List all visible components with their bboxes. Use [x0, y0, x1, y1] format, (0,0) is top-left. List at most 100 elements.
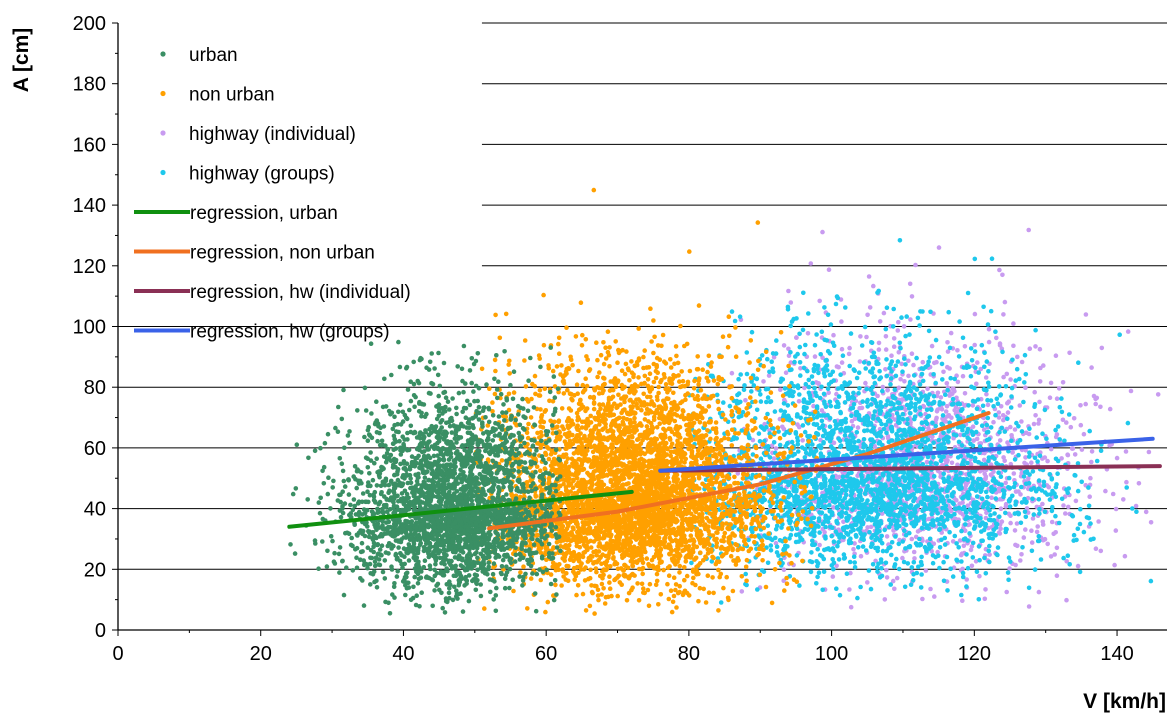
data-point [1044, 436, 1049, 441]
data-point [1096, 519, 1101, 524]
data-point [855, 430, 860, 435]
data-point [796, 386, 801, 391]
data-point [825, 363, 830, 368]
data-point [881, 473, 886, 478]
data-point [860, 478, 865, 483]
data-point [821, 504, 826, 509]
data-point [810, 374, 815, 379]
data-point [862, 437, 867, 442]
data-point [526, 422, 531, 427]
data-point [820, 408, 825, 413]
data-point [863, 381, 868, 386]
data-point [1144, 510, 1149, 515]
data-point [1050, 476, 1055, 481]
data-point [989, 443, 994, 448]
data-point [1038, 347, 1043, 352]
data-point [915, 387, 920, 392]
data-point [946, 310, 951, 315]
data-point [791, 317, 796, 322]
data-point [917, 537, 922, 542]
data-point [981, 404, 986, 409]
data-point [926, 401, 931, 406]
data-point [766, 387, 771, 392]
data-point [899, 457, 904, 462]
data-point [1019, 419, 1024, 424]
data-point [925, 407, 930, 412]
data-point [921, 360, 926, 365]
data-point [746, 402, 751, 407]
data-point [1002, 459, 1007, 464]
data-point [830, 525, 835, 530]
data-point [911, 572, 916, 577]
data-point [1088, 476, 1093, 481]
data-point [975, 506, 980, 511]
data-point [921, 493, 926, 498]
data-point [835, 364, 840, 369]
data-point [976, 370, 981, 375]
data-point [898, 238, 903, 243]
data-point [890, 359, 895, 364]
data-point [864, 387, 869, 392]
data-point [808, 412, 813, 417]
data-point [923, 365, 928, 370]
data-point [828, 351, 833, 356]
data-point [1027, 426, 1032, 431]
data-point [1009, 439, 1014, 444]
data-point [765, 357, 770, 362]
data-point [1037, 534, 1042, 539]
data-point [812, 422, 817, 427]
data-point [938, 545, 943, 550]
data-point [927, 329, 932, 334]
data-point [849, 413, 854, 418]
scatter-points [288, 188, 1160, 616]
data-point [945, 404, 950, 409]
data-point [1032, 422, 1037, 427]
data-point [908, 282, 913, 287]
data-point [1027, 586, 1032, 591]
data-point [1008, 504, 1013, 509]
data-point [920, 508, 925, 513]
data-point [806, 528, 811, 533]
data-point [913, 496, 918, 501]
data-point [1129, 389, 1134, 394]
data-point [832, 549, 837, 554]
data-point [929, 408, 934, 413]
data-point [780, 425, 785, 430]
data-point [1073, 452, 1078, 457]
data-point [989, 518, 994, 523]
data-point [919, 555, 924, 560]
data-point [1033, 456, 1038, 461]
data-point [847, 539, 852, 544]
data-point [989, 495, 994, 500]
data-point [1015, 544, 1020, 549]
data-point [966, 403, 971, 408]
data-point [1041, 363, 1046, 368]
data-point [892, 518, 897, 523]
data-point [961, 374, 966, 379]
data-point [677, 570, 682, 575]
data-point [960, 443, 965, 448]
data-point [1019, 485, 1024, 490]
data-point [712, 378, 717, 383]
data-point [885, 388, 890, 393]
data-point [867, 274, 872, 279]
data-point [994, 525, 999, 530]
data-point [816, 432, 821, 437]
data-point [977, 597, 982, 602]
data-point [852, 560, 857, 565]
data-point [1114, 507, 1119, 512]
data-point [977, 558, 982, 563]
data-point [1006, 485, 1011, 490]
data-point [975, 494, 980, 499]
data-point [867, 568, 872, 573]
data-point [738, 314, 743, 319]
data-point [1033, 567, 1038, 572]
data-point [786, 289, 791, 294]
data-point [1037, 400, 1042, 405]
data-point [817, 530, 822, 535]
data-point [795, 352, 800, 357]
data-point [1037, 418, 1042, 423]
data-point [970, 564, 975, 569]
data-point [841, 419, 846, 424]
data-point [944, 479, 949, 484]
